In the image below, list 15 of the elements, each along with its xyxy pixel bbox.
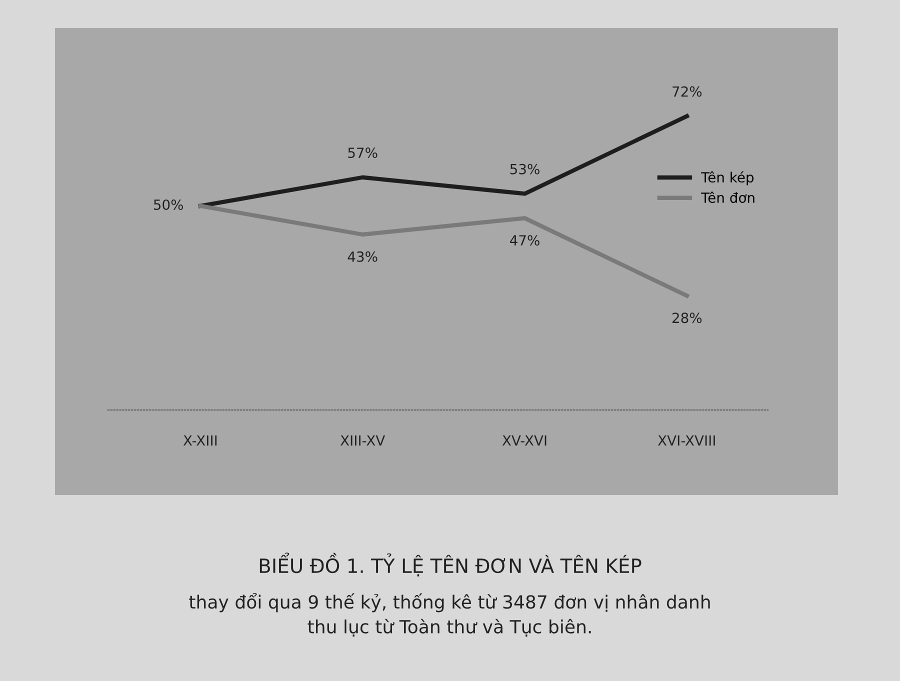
x-tick-label: X-XIII — [183, 435, 217, 446]
data-label: 43% — [348, 251, 378, 262]
data-label: 53% — [510, 164, 540, 174]
legend-label: Tên đơn — [701, 192, 754, 203]
data-label: 57% — [348, 148, 378, 158]
x-tick-label: XV-XVI — [502, 435, 546, 446]
data-label: 28% — [672, 312, 702, 324]
text: thay đổi qua 9 thế kỷ, thống kê từ 3487 đơn vị nhân danh thu lục từ Toàn thư và Tục biên. — [189, 592, 710, 637]
legend-label: Tên kép — [701, 171, 754, 186]
data-label: 72% — [672, 86, 702, 97]
text: BIỂU ĐỒ 1. TỶ LỆ TÊN ĐƠN VÀ TÊN KÉP — [260, 552, 642, 576]
x-tick-label: XVI-XVIII — [658, 435, 715, 446]
data-label: 50% — [154, 199, 183, 210]
data-label: 47% — [510, 235, 540, 246]
x-tick-label: XIII-XV — [340, 435, 386, 446]
